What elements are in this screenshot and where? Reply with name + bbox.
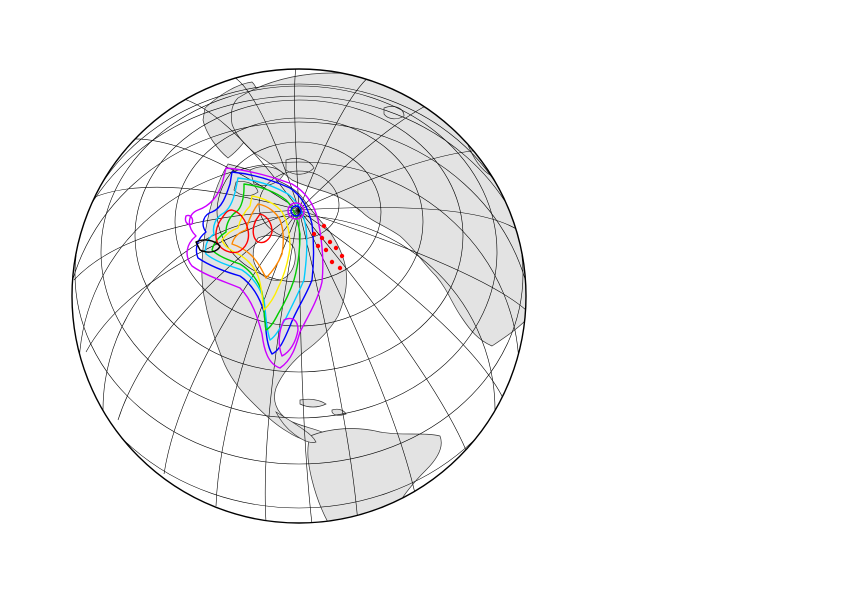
station-markers (311, 223, 345, 271)
graticule-meridians (73, 69, 526, 523)
contour-magenta (186, 167, 324, 369)
contour-orange (231, 203, 285, 279)
land-masses (201, 72, 526, 523)
contour-red (215, 209, 273, 254)
contour-lines (184, 167, 324, 369)
contour-south-tail (278, 317, 299, 357)
south-america (307, 428, 442, 523)
caribbean-islands (299, 398, 347, 416)
contour-yellow (221, 195, 291, 311)
contour-blue (195, 171, 315, 355)
contour-pole-ring (287, 202, 305, 220)
globe-outline (71, 68, 527, 524)
central-america (275, 411, 317, 443)
contour-black (195, 239, 221, 253)
contour-cyan (204, 177, 308, 341)
